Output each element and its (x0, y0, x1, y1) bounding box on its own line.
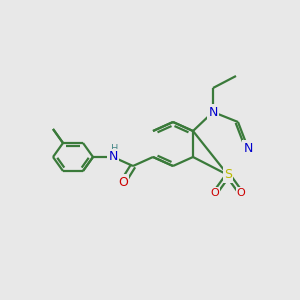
Text: H: H (111, 144, 119, 154)
Text: N: N (108, 151, 118, 164)
Text: S: S (224, 169, 232, 182)
Text: N: N (208, 106, 218, 118)
Text: O: O (211, 188, 219, 198)
Text: S: S (224, 169, 232, 182)
Text: O: O (118, 176, 128, 188)
Text: N: N (243, 142, 253, 154)
Text: O: O (237, 188, 245, 198)
